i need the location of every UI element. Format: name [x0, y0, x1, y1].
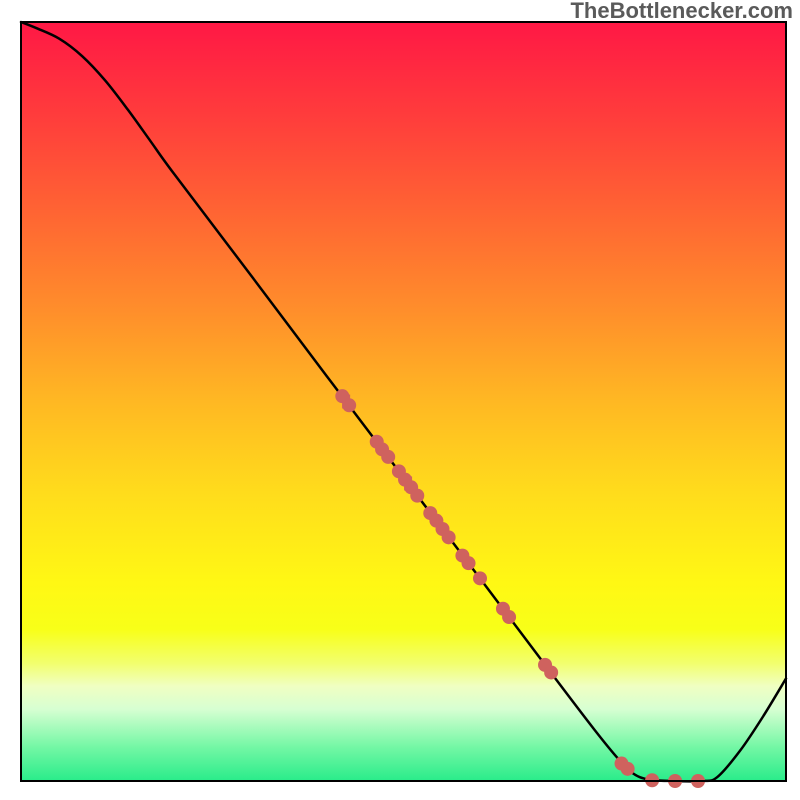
data-marker	[544, 665, 558, 679]
data-marker	[381, 450, 395, 464]
data-marker	[502, 610, 516, 624]
data-marker	[473, 571, 487, 585]
gradient-background	[21, 22, 786, 781]
bottleneck-curve-chart: TheBottlenecker.com	[0, 0, 800, 800]
chart-canvas: TheBottlenecker.com	[0, 0, 800, 800]
data-marker	[410, 489, 424, 503]
data-marker	[342, 398, 356, 412]
data-marker	[442, 530, 456, 544]
data-marker	[462, 556, 476, 570]
watermark-text: TheBottlenecker.com	[570, 0, 793, 23]
data-marker	[621, 762, 635, 776]
